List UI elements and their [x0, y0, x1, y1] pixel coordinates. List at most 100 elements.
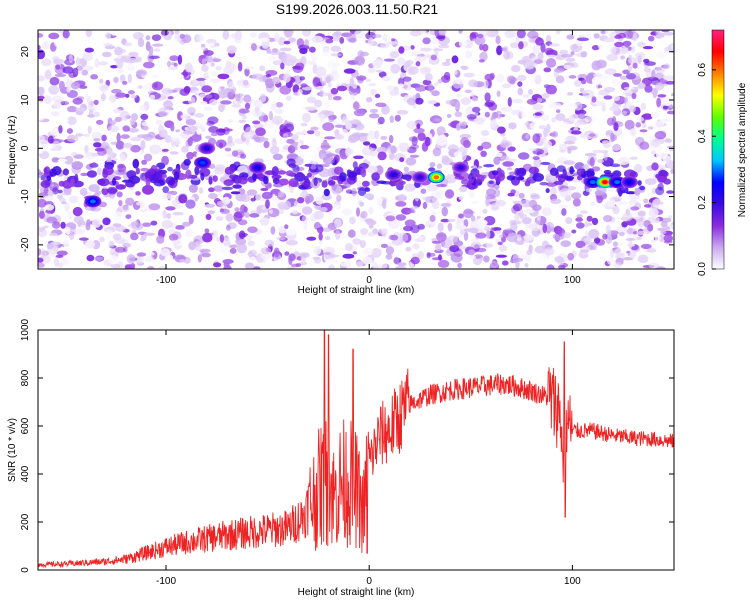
heatmap-cell	[546, 264, 555, 269]
heatmap-cell	[253, 266, 261, 269]
heatmap-cell	[83, 133, 91, 137]
heatmap-cell	[362, 141, 371, 146]
heatmap-cell	[306, 236, 317, 241]
heatmap-cell	[96, 167, 102, 176]
heatmap-cell	[300, 122, 308, 127]
heatmap-cell	[376, 69, 383, 73]
heatmap-cell	[541, 93, 550, 99]
heatmap-band-cell	[257, 173, 264, 178]
heatmap-cell	[249, 32, 257, 38]
heatmap-cell	[146, 251, 155, 256]
heatmap-cell	[349, 216, 356, 225]
heatmap-cell	[532, 204, 542, 211]
heatmap-cell	[158, 266, 168, 269]
heatmap-band-cell	[44, 166, 51, 175]
heatmap-cell	[218, 128, 226, 133]
heatmap-cell	[644, 204, 652, 208]
heatmap-cell	[414, 55, 427, 63]
heatmap-cell	[472, 96, 478, 102]
heatmap-cell	[354, 55, 366, 66]
heatmap-band-cell	[339, 172, 347, 182]
heatmap-cell	[458, 30, 463, 34]
heatmap-cell	[412, 197, 421, 208]
heatmap-cell	[332, 61, 340, 69]
heatmap-cell	[322, 122, 335, 132]
heatmap-cell	[517, 81, 523, 87]
heatmap-cell	[216, 236, 221, 242]
heatmap-cell	[93, 138, 101, 142]
heatmap-cell	[54, 257, 59, 267]
heatmap-cell	[210, 132, 218, 137]
heatmap-cell	[325, 39, 334, 44]
heatmap-cell	[518, 152, 530, 160]
heatmap-cell	[243, 79, 249, 86]
heatmap-cell	[132, 158, 140, 169]
heatmap-cell	[368, 206, 374, 215]
heatmap-cell	[640, 243, 652, 249]
heatmap-cell	[559, 149, 566, 153]
heatmap-cell	[483, 164, 495, 168]
heatmap-band-cell	[208, 176, 213, 185]
heatmap-cell	[594, 237, 601, 244]
heatmap-cell	[204, 228, 210, 234]
heatmap-cell	[479, 44, 484, 51]
heatmap-cell	[38, 95, 45, 100]
heatmap-cell	[409, 154, 420, 158]
heatmap-cell	[91, 162, 97, 168]
heatmap-cell	[648, 223, 654, 232]
heatmap-band-cell	[472, 173, 482, 178]
heatmap-cell	[340, 128, 349, 137]
heatmap-cell	[391, 38, 396, 42]
heatmap-cell	[489, 136, 494, 145]
heatmap-cell	[232, 184, 242, 189]
heatmap-cell	[226, 63, 237, 72]
heatmap-cell	[265, 73, 272, 78]
heatmap-cell	[468, 227, 479, 234]
heatmap-cell	[566, 103, 578, 111]
heatmap-cell	[404, 219, 416, 227]
heatmap-cell	[113, 76, 119, 84]
heatmap-cell	[127, 73, 132, 84]
heatmap-cell	[504, 30, 516, 38]
heatmap-cell	[57, 189, 63, 194]
heatmap-cell	[368, 113, 380, 119]
heatmap-cell	[43, 186, 49, 194]
heatmap-cell	[284, 251, 290, 256]
heatmap-cell	[364, 187, 371, 192]
heatmap-cell	[637, 54, 642, 64]
heatmap-band-cell	[70, 178, 75, 188]
heatmap-cell	[46, 216, 58, 224]
heatmap-cell	[627, 65, 633, 72]
heatmap-cell	[466, 114, 477, 120]
heatmap-band-cell	[603, 169, 612, 175]
heatmap-cell	[70, 81, 81, 90]
heatmap-cell	[285, 95, 292, 101]
heatmap-cell	[570, 51, 575, 56]
heatmap-cell	[506, 232, 518, 243]
heatmap-cell	[346, 33, 357, 43]
heatmap-cell	[38, 262, 45, 268]
heatmap-cell	[183, 86, 191, 94]
heatmap-cell	[93, 256, 104, 262]
heatmap-cell	[101, 187, 109, 196]
heatmap-cell	[527, 30, 539, 39]
heatmap-cell	[534, 112, 542, 116]
heatmap-band-cell	[356, 168, 361, 175]
heatmap-cell	[444, 189, 455, 199]
heatmap-cell	[84, 47, 95, 53]
heatmap-cell	[515, 259, 520, 269]
heatmap-band-cell	[306, 172, 312, 178]
heatmap-cell	[385, 215, 396, 222]
heatmap-cell	[432, 48, 444, 52]
heatmap-cell	[568, 75, 577, 79]
heatmap-cell	[622, 40, 632, 47]
heatmap-band-cell	[97, 178, 110, 187]
heatmap-cell	[118, 205, 130, 213]
heatmap-cell	[516, 240, 525, 245]
heatmap-cell	[189, 79, 202, 87]
heatmap-cell	[637, 210, 646, 217]
heatmap-cell	[389, 51, 400, 59]
heatmap-cell	[213, 262, 222, 268]
heatmap-cell	[630, 206, 640, 211]
